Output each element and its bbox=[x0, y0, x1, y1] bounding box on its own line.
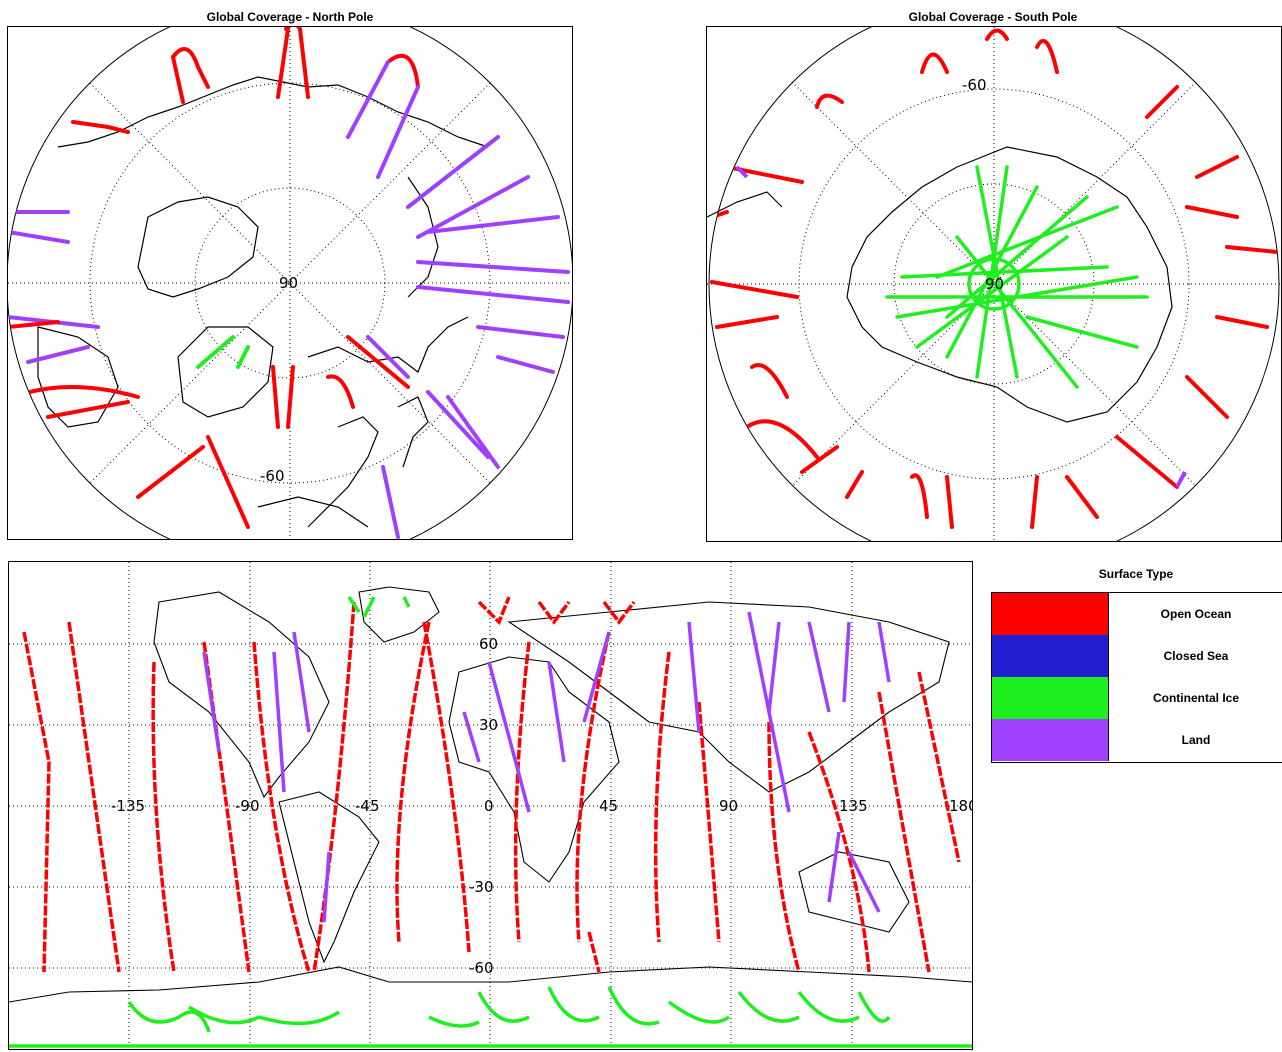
svg-text:-30: -30 bbox=[469, 878, 494, 896]
world-ocean-swaths bbox=[22, 596, 961, 973]
world-map: -135 -90 -45 0 45 90 135 180 60 30 -30 -… bbox=[8, 561, 973, 1050]
svg-text:-60: -60 bbox=[469, 959, 494, 977]
south-ring-label: -60 bbox=[962, 76, 987, 94]
svg-text:45: 45 bbox=[599, 797, 618, 815]
world-grid bbox=[9, 562, 972, 1049]
world-lon-labels: -135 -90 -45 0 45 90 135 180 bbox=[111, 797, 972, 815]
south-ice-swaths bbox=[885, 165, 1149, 389]
north-ring-label: -60 bbox=[260, 467, 285, 485]
south-pole-title: Global Coverage - South Pole bbox=[908, 10, 1078, 24]
svg-text:-45: -45 bbox=[355, 797, 380, 815]
north-pole-map: 90 -60 bbox=[7, 26, 573, 540]
svg-text:0: 0 bbox=[484, 797, 494, 815]
south-ocean-swaths bbox=[710, 28, 1279, 529]
north-swaths bbox=[8, 27, 570, 539]
svg-text:-135: -135 bbox=[111, 797, 145, 815]
legend-label-land: Land bbox=[1181, 733, 1211, 747]
legend-item-open-ocean: Open Ocean bbox=[992, 593, 1282, 635]
south-land-swaths bbox=[735, 165, 1187, 488]
south-america-tip bbox=[707, 191, 783, 218]
legend-item-continental-ice: Continental Ice bbox=[992, 677, 1282, 719]
north-center-label: 90 bbox=[279, 274, 298, 292]
world-lat-labels: 60 30 -30 -60 bbox=[469, 635, 498, 977]
svg-text:30: 30 bbox=[479, 716, 498, 734]
legend-swatch-continental-ice bbox=[992, 677, 1109, 719]
world-land-swaths bbox=[202, 611, 891, 923]
legend-label-closed-sea: Closed Sea bbox=[1163, 649, 1229, 663]
legend-swatch-closed-sea bbox=[992, 635, 1109, 677]
world-coastlines bbox=[9, 586, 972, 1003]
north-pole-title: Global Coverage - North Pole bbox=[206, 10, 374, 24]
legend-item-land: Land bbox=[992, 719, 1282, 761]
svg-text:135: 135 bbox=[839, 797, 868, 815]
legend-label-open-ocean: Open Ocean bbox=[1160, 607, 1232, 621]
legend-label-continental-ice: Continental Ice bbox=[1152, 691, 1239, 705]
svg-text:60: 60 bbox=[479, 635, 498, 653]
north-grid bbox=[8, 27, 572, 539]
legend-item-closed-sea: Closed Sea bbox=[992, 635, 1282, 677]
south-pole-map: 90 -60 bbox=[706, 26, 1282, 542]
svg-text:90: 90 bbox=[719, 797, 738, 815]
antarctica-coastline bbox=[846, 146, 1173, 423]
south-center-label: 90 bbox=[985, 275, 1004, 293]
svg-text:180: 180 bbox=[949, 797, 972, 815]
legend-title: Surface Type bbox=[1098, 567, 1174, 581]
world-ice-swaths bbox=[9, 596, 972, 1048]
legend-swatch-land bbox=[992, 719, 1109, 761]
legend-swatch-open-ocean bbox=[992, 593, 1109, 635]
north-coastlines bbox=[37, 76, 489, 528]
surface-type-legend: Open Ocean Closed Sea Continental Ice La… bbox=[991, 592, 1282, 763]
svg-text:-90: -90 bbox=[235, 797, 260, 815]
